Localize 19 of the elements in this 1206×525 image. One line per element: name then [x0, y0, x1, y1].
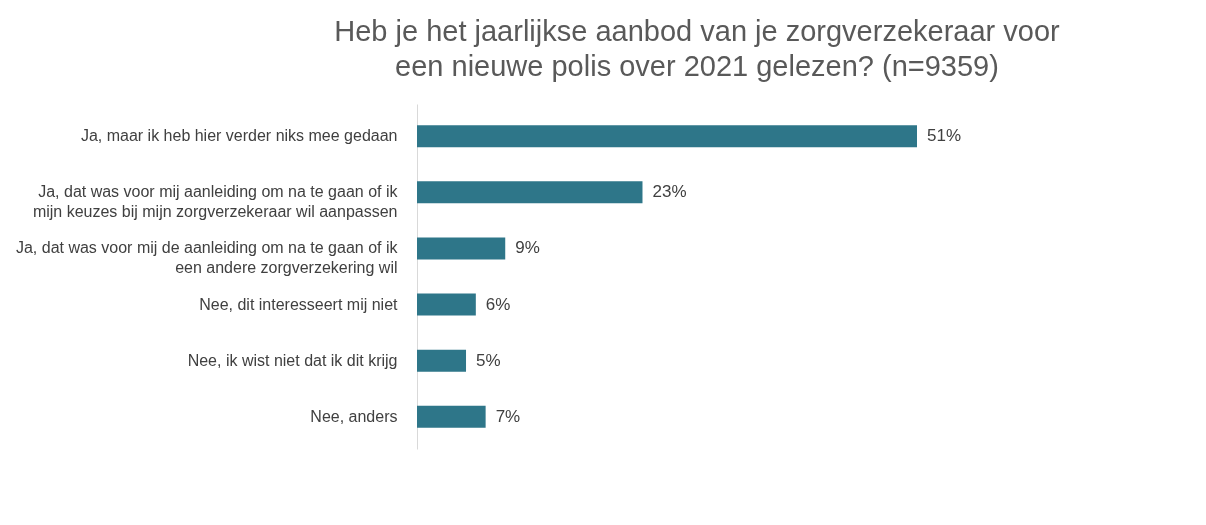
data-label: 51%: [927, 126, 962, 146]
chart-title: Heb je het jaarlijkse aanbod van je zorgverzekeraar voor een nieuwe polis over 2021 gelezen? (n=9359): [334, 15, 1061, 82]
data-label: 7%: [495, 406, 521, 426]
y-tick-label: Nee, ik wist niet dat ik dit krijg: [187, 351, 398, 369]
bar: [417, 237, 506, 260]
bar: [417, 349, 467, 372]
y-tick-label: Nee, dit interesseert mij niet: [199, 295, 399, 313]
data-label: 6%: [485, 294, 511, 314]
data-label: 9%: [515, 238, 540, 258]
y-tick-label: Ja, dat was voor mij de aanleiding om na te gaan of ik een andere zorgverzekering wil: [15, 239, 399, 277]
bar: [417, 293, 476, 316]
y-tick-label: Ja, dat was voor mij aanleiding om na te gaan of ik mijn keuzes bij mijn zorgverzekeraar wil aanpassen: [32, 183, 399, 221]
y-tick-label: Nee, anders: [310, 407, 398, 425]
bar: [417, 181, 643, 204]
bar: [417, 125, 917, 148]
data-label: 23%: [652, 182, 687, 202]
bar: [417, 405, 486, 428]
y-tick-label: Ja, maar ik heb hier verder niks mee gedaan: [80, 127, 398, 145]
data-label: 5%: [476, 350, 501, 370]
